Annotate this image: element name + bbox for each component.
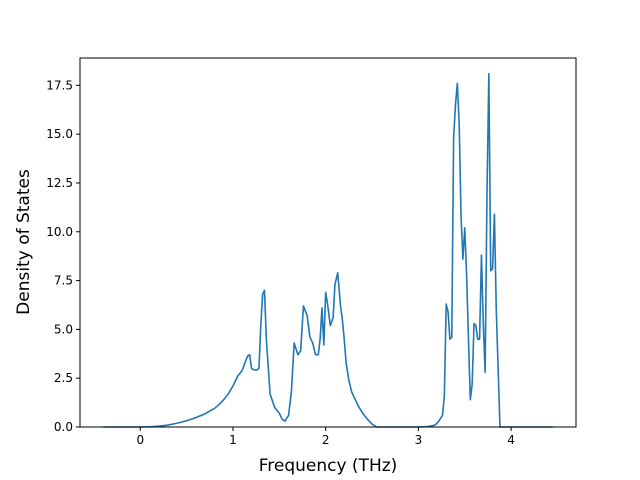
y-tick-label: 15.0 <box>46 127 73 141</box>
y-tick-label: 7.5 <box>54 274 73 288</box>
x-tick-label: 4 <box>507 433 515 447</box>
dos-series-line <box>103 72 553 428</box>
y-axis-ticks: 0.0 2.5 5.0 7.5 10.0 12.5 15.0 17.5 <box>46 78 80 434</box>
plot-frame <box>79 57 577 428</box>
y-tick-label: 0.0 <box>54 420 73 434</box>
plot-area <box>103 72 553 428</box>
x-tick-label: 1 <box>229 433 237 447</box>
y-axis-label: Density of States <box>14 169 34 315</box>
y-tick-label: 12.5 <box>46 176 73 190</box>
y-tick-label: 10.0 <box>46 225 73 239</box>
x-tick-label: 3 <box>415 433 423 447</box>
y-tick-label: 5.0 <box>54 322 73 336</box>
y-tick-label: 17.5 <box>46 78 73 92</box>
x-axis-ticks: 0 1 2 3 4 <box>136 427 515 447</box>
y-tick-label: 2.5 <box>54 371 73 385</box>
x-tick-label: 2 <box>322 433 330 447</box>
x-tick-label: 0 <box>136 433 144 447</box>
x-axis-label: Frequency (THz) <box>259 456 398 476</box>
